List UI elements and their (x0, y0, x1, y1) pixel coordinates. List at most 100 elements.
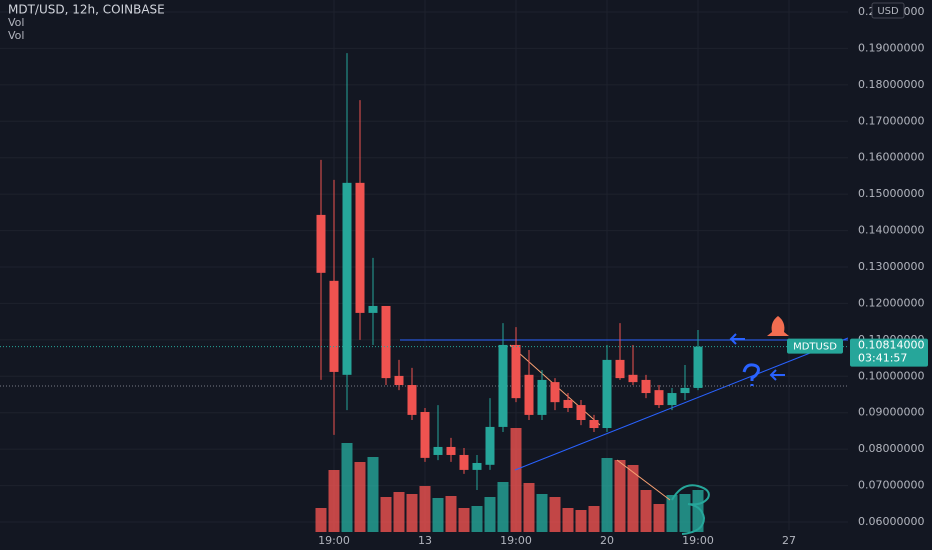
candle-body (368, 305, 378, 313)
candle-body (693, 346, 703, 388)
candle-body (381, 305, 391, 379)
candle-body (355, 182, 365, 313)
candle-body (589, 420, 599, 429)
volume-bar (601, 458, 613, 532)
axis-panel (848, 0, 932, 550)
y-tick-label: 0.09000000 (858, 406, 924, 419)
volume-bar (666, 495, 678, 532)
arrow-icon (769, 369, 785, 381)
y-tick-label: 0.10000000 (858, 369, 924, 382)
grid (0, 0, 848, 530)
currency-box[interactable] (871, 2, 905, 19)
candle-body (615, 359, 625, 379)
candle-body (537, 379, 547, 415)
volume-bar (588, 506, 600, 532)
volume-bar (458, 508, 470, 532)
volume-bar (484, 497, 496, 532)
trend-line (616, 459, 671, 501)
volume-bar (510, 428, 522, 532)
volume-bar (432, 498, 444, 532)
candle-body (511, 344, 521, 399)
candle-body (420, 411, 430, 458)
y-tick-label: 0.18000000 (858, 78, 924, 91)
y-tick-label: 0.15000000 (858, 187, 924, 200)
candle-body (654, 390, 664, 406)
volume-bar (653, 504, 665, 532)
candle-body (576, 405, 586, 420)
volume-pane (315, 428, 704, 532)
indicator-label: Vol (8, 29, 24, 42)
candle-body (602, 359, 612, 429)
x-tick-label: 19:00 (500, 534, 532, 547)
x-tick-label: 19:00 (318, 534, 350, 547)
y-tick-label: 0.19000000 (858, 41, 924, 54)
volume-bar (354, 462, 366, 532)
candle-body (628, 374, 638, 383)
symbol-tag: MDTUSD (793, 342, 837, 353)
candle-body (498, 344, 508, 427)
candle-body (472, 462, 482, 470)
y-tick-label: 0.14000000 (858, 224, 924, 237)
volume-bar (549, 497, 561, 532)
volume-bar (393, 492, 405, 532)
candles (0, 53, 848, 490)
volume-bar (497, 482, 509, 532)
candle-body (342, 182, 352, 375)
y-tick-label: 0.08000000 (858, 442, 924, 455)
price-tag-box (850, 338, 928, 367)
volume-bar (471, 506, 483, 532)
volume-bar (419, 486, 431, 532)
y-tick-label: 0.06000000 (858, 515, 924, 528)
y-tick-label: 0.07000000 (858, 479, 924, 492)
candle-body (459, 454, 469, 470)
y-tick-label: 0.13000000 (858, 260, 924, 273)
candle-body (316, 214, 326, 273)
currency[interactable]: USD (877, 6, 899, 17)
volume-bar (627, 465, 639, 532)
volume-bar (341, 443, 353, 532)
x-tick-label: 19:00 (682, 534, 714, 547)
question-icon (742, 363, 760, 386)
drawings (0, 316, 849, 535)
volume-bar (640, 490, 652, 532)
candle-body (485, 426, 495, 465)
volume-bar (562, 508, 574, 532)
trend-line (514, 337, 849, 471)
candle-body (563, 399, 573, 408)
volume-bar (380, 497, 392, 532)
volume-bar (523, 483, 535, 532)
volume-bar (328, 470, 340, 532)
candle-body (550, 382, 560, 403)
volume-bar (445, 496, 457, 532)
rocket-icon (767, 316, 789, 336)
volume-bar (406, 494, 418, 532)
volume-bar (536, 494, 548, 532)
price-axis: 0.06000000 0.07000000 0.08000000 0.09000000… (318, 0, 932, 550)
chart-title: MDT/USD, 12h, COINBASE (8, 3, 165, 17)
x-tick-label: 27 (782, 534, 796, 547)
candle-body (407, 385, 417, 415)
volume-bar (614, 460, 626, 532)
arrow-icon (729, 333, 745, 345)
volume-bar (575, 510, 587, 532)
candle-body (329, 280, 339, 372)
price-tag: 0.10814000 (858, 339, 924, 352)
volume-bar (367, 457, 379, 532)
candle-body (446, 446, 456, 455)
y-tick-label: 0.16000000 (858, 151, 924, 164)
dollar-sketch (671, 484, 710, 535)
x-tick-label: 20 (600, 534, 614, 547)
countdown: 03:41:57 (858, 352, 907, 365)
candle-body (667, 393, 677, 406)
volume-bar (315, 508, 327, 532)
candle-body (680, 387, 690, 394)
y-tick-label: 0.12000000 (858, 296, 924, 309)
candle-body (641, 379, 651, 394)
volume-bar (692, 490, 704, 532)
y-tick-label: 0.17000000 (858, 114, 924, 127)
candle-body (394, 375, 404, 386)
symbol-tag-box (787, 338, 843, 354)
volume-bar (679, 494, 691, 532)
candle-body (433, 446, 443, 455)
